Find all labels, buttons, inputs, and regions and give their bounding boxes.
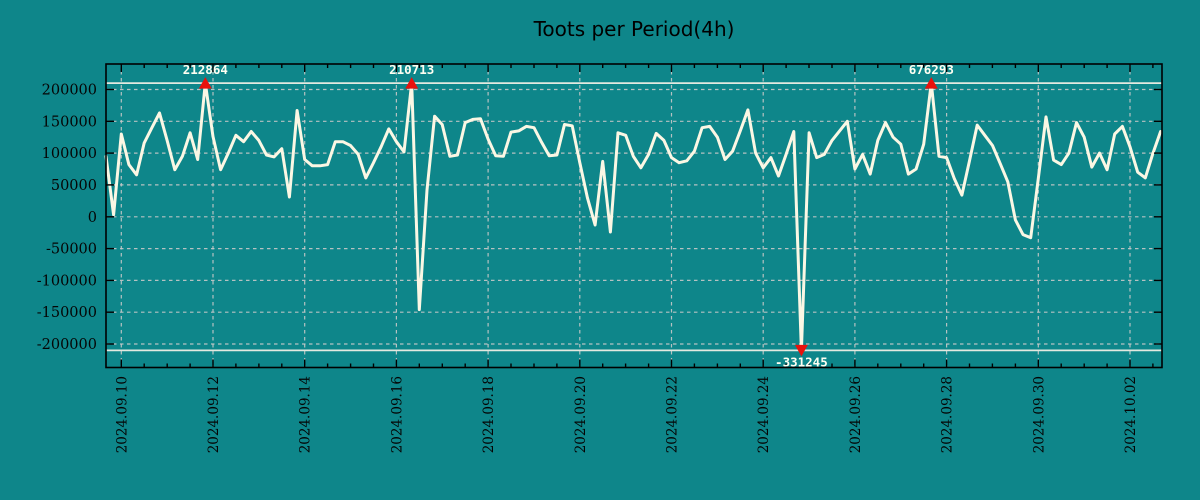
extreme-label: -331245 [775, 354, 828, 369]
y-tick-label: 50000 [51, 178, 97, 194]
x-tick-label: 2024.09.16 [389, 376, 405, 453]
axis-ticks [106, 64, 1162, 368]
y-tick-label: 0 [88, 210, 97, 226]
y-tick-label: 200000 [42, 83, 97, 99]
x-tick-label: 2024.09.24 [756, 376, 772, 453]
extreme-label: 212864 [183, 62, 228, 77]
x-tick-label: 2024.09.28 [940, 376, 956, 453]
x-tick-label: 2024.09.10 [114, 376, 130, 453]
x-tick-label: 2024.09.18 [481, 376, 497, 453]
x-tick-label: 2024.09.30 [1031, 376, 1047, 453]
x-tick-label: 2024.09.20 [573, 376, 589, 453]
chart-title: Toots per Period(4h) [533, 17, 735, 41]
plot-frame [105, 63, 1163, 369]
y-axis-labels: 200000 150000 100000 50000 0 -50000 -100000 -15… [37, 83, 97, 354]
y-tick-label: -200000 [37, 337, 97, 353]
gridlines [106, 64, 1162, 368]
limit-lines [106, 82, 1162, 352]
data-series [104, 81, 1163, 352]
x-tick-label: 2024.10.02 [1123, 376, 1139, 453]
extreme-marker [198, 77, 212, 89]
x-tick-label: 2024.09.12 [206, 376, 222, 453]
annotations: 212864 210713 676293 -331245 [183, 62, 954, 369]
y-tick-label: -50000 [46, 242, 97, 258]
extreme-marker [405, 77, 419, 89]
x-axis-labels: 2024.09.10 2024.09.12 2024.09.14 2024.09.16… [114, 376, 1139, 453]
y-tick-label: -100000 [37, 273, 97, 289]
extreme-marker [924, 77, 938, 89]
x-tick-label: 2024.09.14 [298, 376, 314, 453]
data-line [104, 81, 1163, 352]
extreme-marker [794, 344, 808, 357]
x-tick-label: 2024.09.26 [848, 376, 864, 453]
x-tick-label: 2024.09.22 [665, 376, 681, 453]
y-tick-label: 100000 [42, 146, 97, 162]
extreme-label: 676293 [909, 62, 954, 77]
extreme-label: 210713 [389, 62, 434, 77]
y-tick-label: 150000 [42, 114, 97, 130]
y-tick-label: -150000 [37, 305, 97, 321]
